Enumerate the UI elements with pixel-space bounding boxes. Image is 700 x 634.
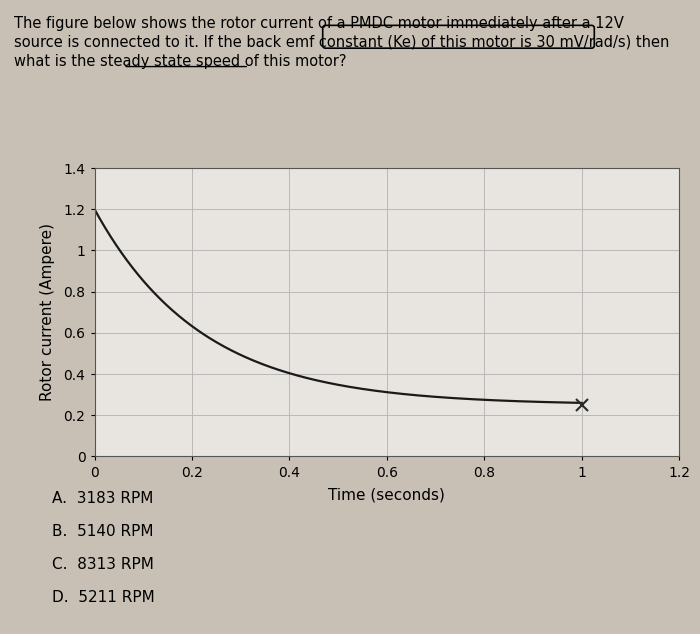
Text: A.  3183 RPM: A. 3183 RPM: [52, 491, 154, 507]
Text: C.  8313 RPM: C. 8313 RPM: [52, 557, 155, 573]
X-axis label: Time (seconds): Time (seconds): [328, 488, 445, 503]
Text: B.  5140 RPM: B. 5140 RPM: [52, 524, 154, 540]
Y-axis label: Rotor current (Ampere): Rotor current (Ampere): [40, 223, 55, 401]
Text: source is connected to it. If the back emf constant (Ke) of this motor is 30 mV/: source is connected to it. If the back e…: [14, 35, 669, 50]
Text: what is the steady state speed of this motor?: what is the steady state speed of this m…: [14, 54, 346, 69]
Text: The figure below shows the rotor current of a PMDC motor immediately after a 12V: The figure below shows the rotor current…: [14, 16, 624, 31]
Text: D.  5211 RPM: D. 5211 RPM: [52, 590, 155, 605]
